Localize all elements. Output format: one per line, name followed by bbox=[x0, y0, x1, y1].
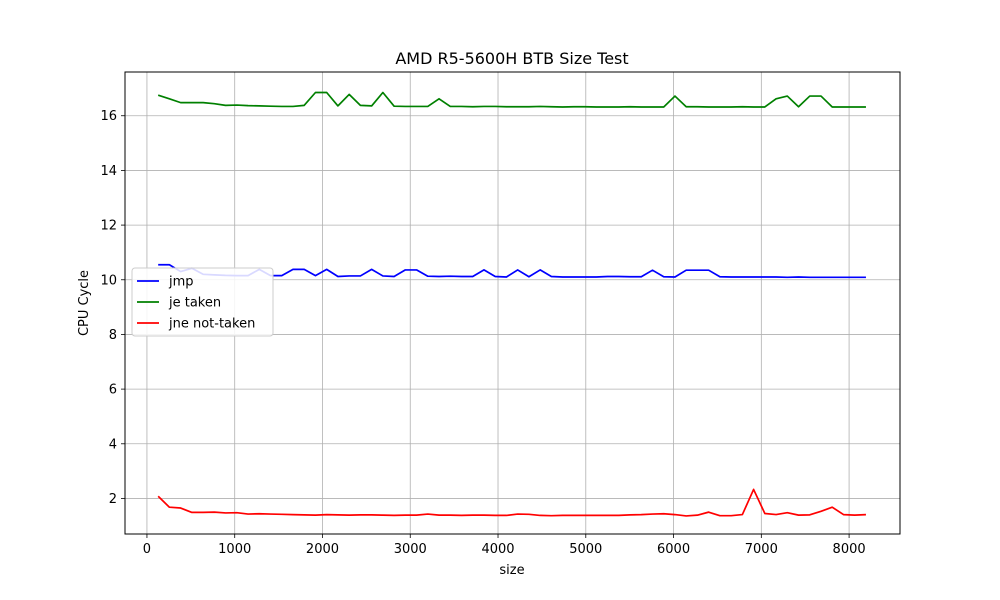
x-tick-label: 8000 bbox=[833, 542, 866, 557]
y-tick-label: 8 bbox=[109, 328, 117, 343]
chart-title: AMD R5-5600H BTB Size Test bbox=[395, 49, 628, 68]
series-layer bbox=[157, 91, 866, 517]
legend-label-je-taken: je taken bbox=[168, 296, 221, 311]
x-tick-label: 2000 bbox=[306, 542, 339, 557]
series-line-je-taken bbox=[157, 91, 866, 108]
y-tick-label: 2 bbox=[109, 492, 117, 507]
legend-label-jmp: jmp bbox=[168, 275, 194, 290]
y-tick-label: 6 bbox=[109, 383, 117, 398]
x-axis-label: size bbox=[499, 563, 524, 578]
x-tick-label: 6000 bbox=[657, 542, 690, 557]
x-tick-label: 4000 bbox=[481, 542, 514, 557]
x-axis: 0 1000 2000 3000 4000 5000 6000 7000 8000 bbox=[143, 534, 866, 557]
y-tick-label: 16 bbox=[100, 109, 117, 124]
plot-frame bbox=[124, 71, 901, 535]
x-tick-label: 7000 bbox=[745, 542, 778, 557]
series-line-jmp bbox=[158, 263, 866, 279]
y-axis: 2 4 6 8 10 12 14 16 bbox=[100, 109, 125, 507]
legend-label-jne-not-taken: jne not-taken bbox=[168, 317, 255, 332]
x-tick-label: 1000 bbox=[218, 542, 251, 557]
series-line-jne-not-taken bbox=[157, 488, 866, 517]
y-tick-label: 12 bbox=[100, 219, 117, 234]
legend: jmp je taken jne not-taken bbox=[131, 267, 274, 337]
x-tick-label: 3000 bbox=[394, 542, 427, 557]
grid bbox=[125, 72, 900, 534]
y-axis-label: CPU Cycle bbox=[77, 270, 92, 336]
y-tick-label: 14 bbox=[100, 164, 117, 179]
x-tick-label: 0 bbox=[143, 542, 151, 557]
y-tick-label: 10 bbox=[100, 273, 117, 288]
y-tick-label: 4 bbox=[109, 437, 117, 452]
x-tick-label: 5000 bbox=[569, 542, 602, 557]
legend-box bbox=[131, 267, 274, 337]
